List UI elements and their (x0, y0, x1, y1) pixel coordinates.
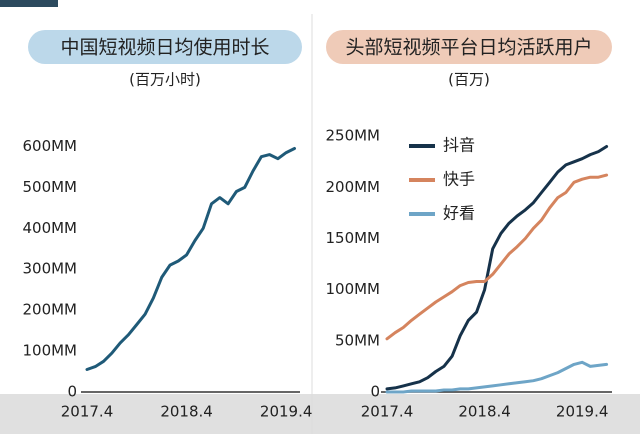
series-line (85, 147, 296, 371)
title-pill (28, 30, 302, 64)
y-tick-label: 600MM (22, 137, 77, 155)
y-tick-label: 50MM (335, 331, 380, 349)
y-tick-label: 100MM (22, 342, 77, 360)
legend-label: 抖音 (443, 136, 475, 155)
y-tick-label: 200MM (325, 178, 380, 196)
y-tick-label: 250MM (325, 127, 380, 145)
series-line (385, 145, 609, 391)
chart-title: 中国短视频日均使用时长 (60, 37, 269, 59)
legend-label: 快手 (443, 170, 475, 189)
chart-subtitle: (百万小时) (129, 71, 201, 89)
y-tick-label: 500MM (22, 178, 77, 196)
chart-title: 头部短视频平台日均活跃用户 (345, 37, 592, 59)
axis-band (0, 394, 640, 434)
y-tick-label: 100MM (325, 280, 380, 298)
y-tick-label: 0 (370, 383, 380, 401)
x-tick-label: 2017.4 (361, 403, 414, 421)
corner-strip (0, 0, 58, 7)
y-tick-label: 300MM (22, 260, 77, 278)
y-tick-label: 0 (67, 383, 77, 401)
y-tick-label: 400MM (22, 219, 77, 237)
series-line (385, 173, 609, 341)
chart-subtitle: (百万) (448, 71, 490, 89)
y-tick-label: 150MM (325, 229, 380, 247)
x-tick-label: 2018.4 (160, 403, 213, 421)
legend-label: 好看 (443, 204, 475, 223)
x-tick-label: 2018.4 (458, 403, 511, 421)
x-tick-label: 2017.4 (61, 403, 114, 421)
x-tick-label: 2019.4 (556, 403, 609, 421)
x-tick-label: 2019.4 (260, 403, 313, 421)
series-line (385, 360, 609, 394)
y-tick-label: 200MM (22, 301, 77, 319)
title-pill (326, 30, 612, 64)
